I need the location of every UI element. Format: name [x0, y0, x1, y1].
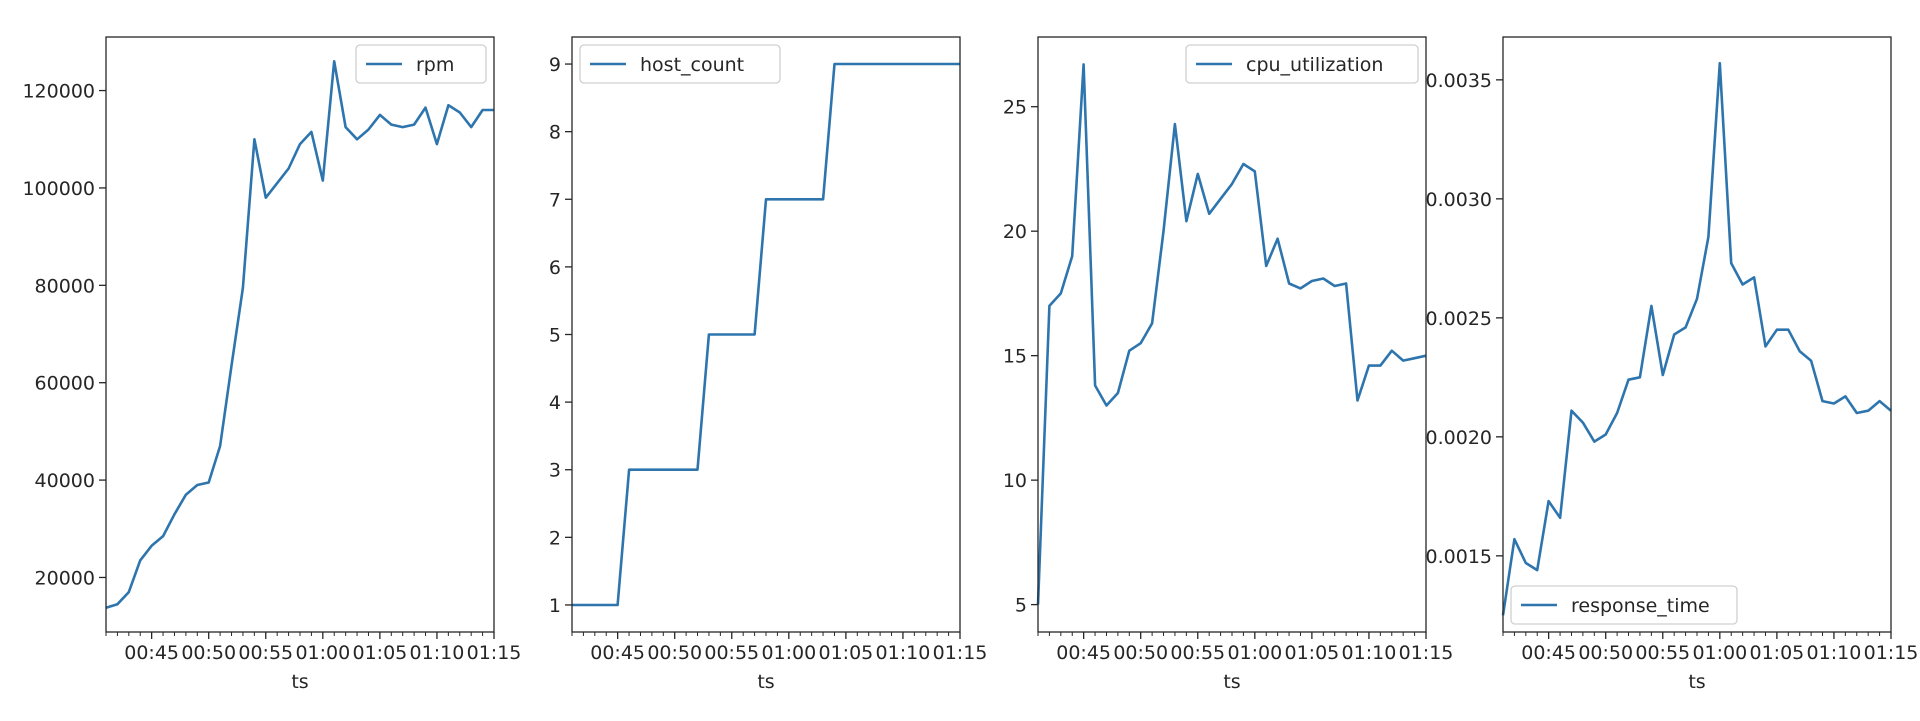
series-line-response_time [1501, 61, 1892, 616]
axes-frame [1037, 36, 1427, 633]
y-tick-label: 3 [549, 460, 561, 482]
axes-frame [1502, 36, 1892, 633]
legend-box [579, 44, 781, 84]
y-tick-label: 80000 [35, 275, 95, 297]
x-tick-label: 01:00 [1692, 642, 1747, 664]
legend-box [355, 44, 487, 84]
y-tick-label: 20 [1003, 221, 1027, 243]
y-tick-label: 0.0015 [1426, 546, 1492, 568]
x-tick-label: 01:15 [933, 642, 988, 664]
y-tick-label: 2 [549, 527, 561, 549]
subplot-host_count: 1 2 3 4 5 6 7 8 9 00:45 00:50 00:55 01:00 01:05 01:10 0… [549, 36, 988, 693]
x-tick-label: 00:50 [1113, 642, 1168, 664]
x-tick-label: 01:00 [1227, 642, 1282, 664]
y-tick-label: 6 [549, 257, 561, 279]
x-tick-label: 00:55 [1170, 642, 1225, 664]
y-tick-label: 5 [1015, 595, 1027, 617]
x-tick-label: 01:15 [1864, 642, 1919, 664]
x-axis-label: ts [757, 671, 774, 693]
y-tick-label: 9 [549, 54, 561, 76]
legend: rpm [355, 44, 487, 84]
legend-label: response_time [1571, 595, 1710, 617]
subplot-cpu_utilization: 5 10 15 20 25 00:45 00:50 00:55 01:00 01:05 01:10 0… [1003, 36, 1454, 693]
x-tick-label: 00:55 [1635, 642, 1690, 664]
axes-frame [105, 36, 495, 633]
y-tick-label: 5 [549, 325, 561, 347]
legend-box [1185, 44, 1419, 84]
series-line-rpm [105, 59, 494, 609]
x-tick-label: 00:50 [1578, 642, 1633, 664]
x-axis-label: ts [1223, 671, 1240, 693]
x-tick-label: 01:10 [1342, 642, 1397, 664]
axes-frame [571, 36, 961, 633]
legend: response_time [1510, 585, 1738, 625]
legend: cpu_utilization [1185, 44, 1419, 84]
y-tick-label: 4 [549, 392, 561, 414]
legend-label: cpu_utilization [1246, 54, 1383, 76]
x-tick-label: 01:00 [761, 642, 816, 664]
y-tick-label: 7 [549, 189, 561, 211]
x-tick-label: 01:10 [410, 642, 465, 664]
series-line-cpu_utilization [1036, 63, 1427, 605]
x-tick-label: 00:45 [590, 642, 645, 664]
series-line-host_count [572, 62, 960, 607]
x-tick-label: 00:55 [238, 642, 293, 664]
x-tick-label: 01:05 [352, 642, 407, 664]
x-tick-label: 01:05 [818, 642, 873, 664]
y-tick-label: 40000 [35, 470, 95, 492]
y-tick-label: 100000 [22, 178, 95, 200]
x-tick-label: 00:45 [1056, 642, 1111, 664]
y-tick-label: 0.0020 [1426, 427, 1492, 449]
x-tick-label: 00:55 [704, 642, 759, 664]
y-tick-label: 0.0030 [1426, 189, 1492, 211]
y-tick-label: 20000 [35, 567, 95, 589]
y-tick-label: 0.0035 [1426, 70, 1492, 92]
x-axis-label: ts [291, 671, 308, 693]
legend-box [1510, 585, 1738, 625]
legend-label: rpm [416, 54, 454, 76]
x-tick-label: 01:05 [1749, 642, 1804, 664]
y-tick-label: 15 [1003, 346, 1027, 368]
x-tick-label: 01:10 [876, 642, 931, 664]
x-tick-label: 00:45 [1521, 642, 1576, 664]
x-axis-label: ts [1688, 671, 1705, 693]
subplot-response_time: 0.0015 0.0020 0.0025 0.0030 0.0035 00:45 00:50… [1426, 36, 1919, 693]
legend: host_count [579, 44, 781, 84]
x-tick-label: 01:15 [1399, 642, 1454, 664]
y-tick-label: 60000 [35, 373, 95, 395]
y-tick-label: 120000 [22, 81, 95, 103]
x-tick-label: 00:50 [181, 642, 236, 664]
y-tick-label: 1 [549, 595, 561, 617]
x-tick-label: 00:45 [124, 642, 179, 664]
x-tick-label: 01:00 [295, 642, 350, 664]
x-tick-label: 01:10 [1807, 642, 1862, 664]
y-tick-label: 25 [1003, 97, 1027, 119]
legend-label: host_count [640, 54, 744, 76]
x-tick-label: 00:50 [647, 642, 702, 664]
y-tick-label: 8 [549, 122, 561, 144]
y-tick-label: 0.0025 [1426, 308, 1492, 330]
x-tick-label: 01:15 [467, 642, 522, 664]
y-tick-label: 10 [1003, 470, 1027, 492]
x-tick-label: 01:05 [1284, 642, 1339, 664]
